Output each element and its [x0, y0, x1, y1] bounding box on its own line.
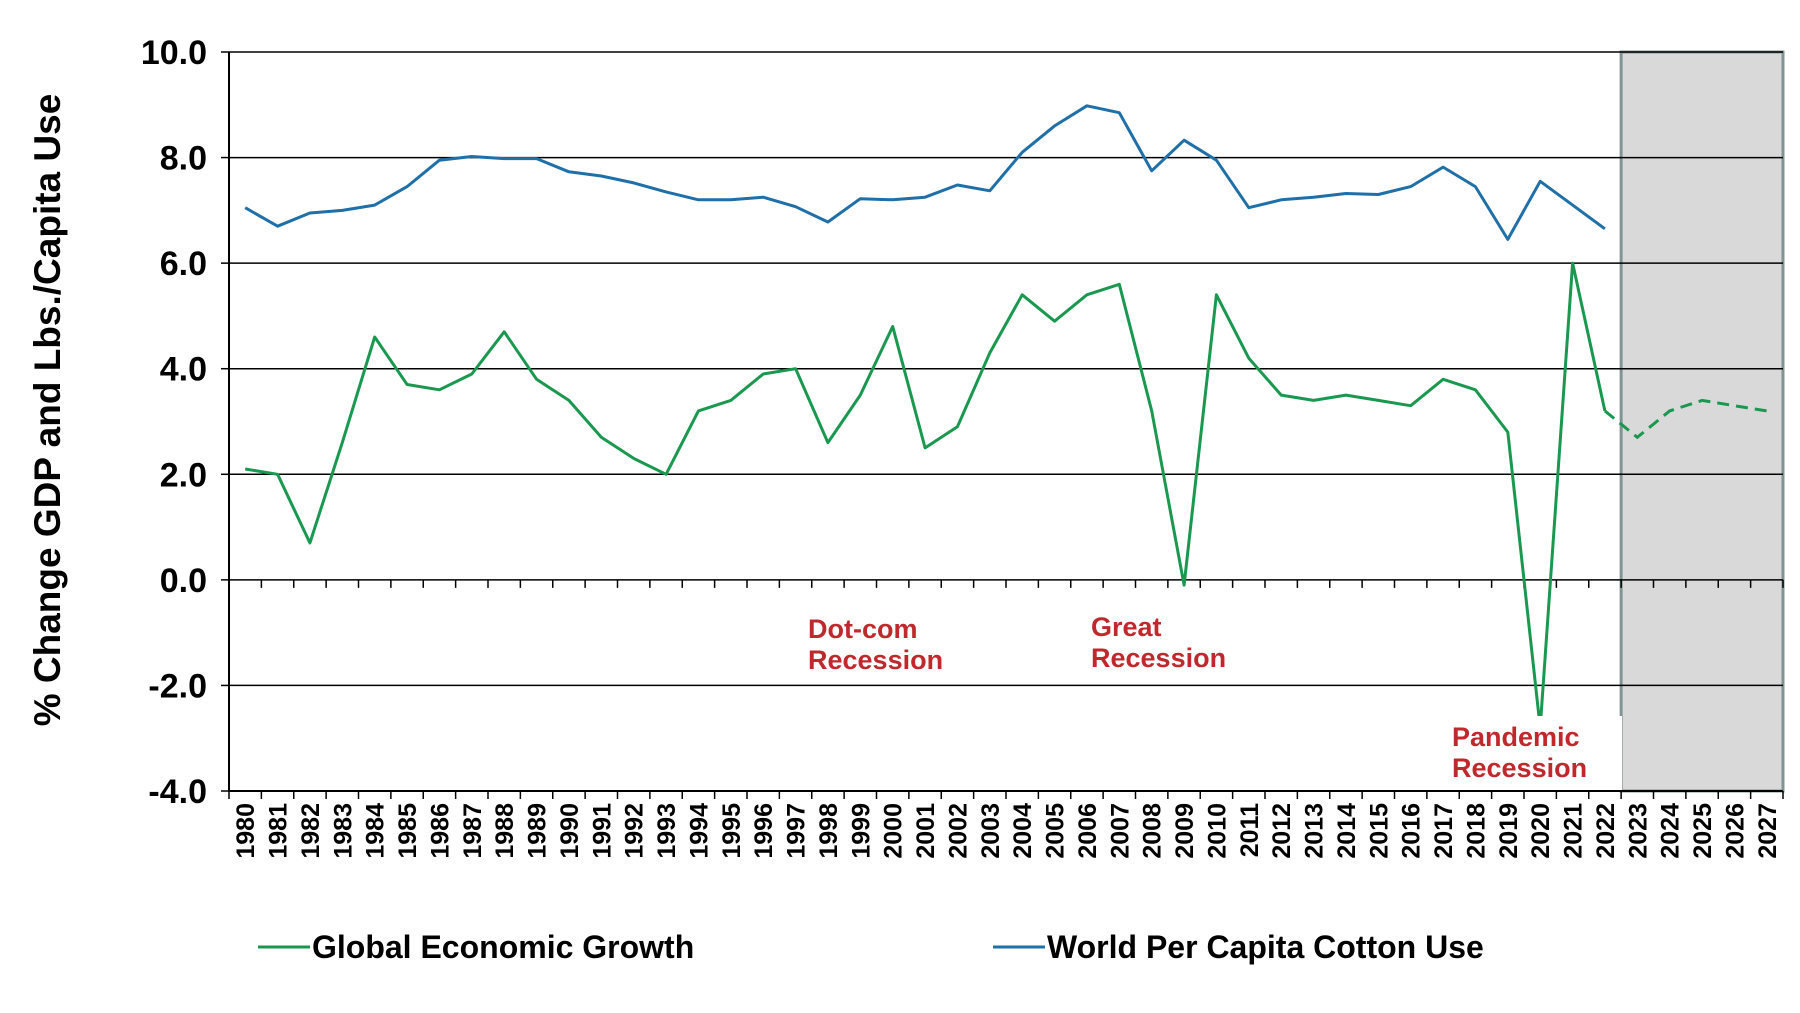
x-tick-label: 1993 — [653, 803, 681, 859]
x-tick-labels: 1980 1981 1982 1983 1984 1985 1986 1987 1988 1989… — [232, 803, 1782, 859]
x-tick-label: 1997 — [783, 803, 811, 859]
annotation-line1: Pandemic — [1452, 722, 1580, 752]
legend-label: World Per Capita Cotton Use — [1047, 929, 1484, 965]
x-tick-label: 1999 — [847, 803, 875, 859]
series-line-gdp-growth-projection — [1603, 398, 1768, 440]
x-tick-label: 1983 — [329, 803, 357, 859]
x-tick-label: 2015 — [1365, 803, 1393, 859]
x-tick-label: 2009 — [1171, 803, 1199, 859]
annotation-line2: Recession — [808, 645, 943, 675]
y-tick-label: 4.0 — [160, 351, 207, 389]
annotation-line1: Great — [1091, 612, 1162, 642]
x-tick-label: 1986 — [426, 803, 454, 859]
x-tick-label: 1995 — [718, 803, 746, 859]
y-tick-label: 0.0 — [160, 562, 207, 600]
x-tick-label: 2006 — [1074, 803, 1102, 859]
y-tick-label: -4.0 — [148, 773, 207, 811]
x-tick-label: 2011 — [1236, 803, 1264, 857]
x-tick-label: 2017 — [1430, 803, 1458, 859]
x-tick-label: 2021 — [1560, 803, 1588, 859]
x-tick-label: 2022 — [1592, 803, 1620, 859]
projection-shade-layer — [1619, 50, 1785, 793]
annotation-line2: Recession — [1091, 643, 1226, 673]
series-line-cotton-use — [244, 104, 1606, 241]
x-tick-label: 2026 — [1721, 803, 1749, 859]
axes — [221, 51, 1784, 799]
x-tick-label: 1988 — [491, 803, 519, 859]
series-line-gdp-growth — [244, 261, 1607, 730]
x-tick-label: 2000 — [880, 803, 908, 859]
x-tick-label: 2007 — [1106, 803, 1134, 859]
x-tick-label: 1991 — [588, 803, 616, 859]
x-tick-label: 2018 — [1462, 803, 1490, 859]
y-tick-label: 10.0 — [141, 34, 207, 72]
x-tick-label: 2012 — [1268, 803, 1296, 859]
x-tick-label: 2013 — [1301, 803, 1329, 859]
x-tick-label: 2002 — [944, 803, 972, 859]
y-tick-label: -2.0 — [148, 667, 207, 705]
y-tick-labels: -4.0 -2.0 0.0 2.0 4.0 6.0 8.0 10.0 — [141, 34, 207, 811]
legend: Global Economic Growth World Per Capita C… — [258, 929, 1484, 965]
annotation-line1: Dot-com — [808, 614, 918, 644]
x-tick-label: 1985 — [394, 803, 422, 859]
x-tick-label: 1981 — [265, 803, 293, 859]
x-tick-label: 1989 — [524, 803, 552, 859]
x-tick-label: 1982 — [297, 803, 325, 859]
x-tick-label: 1990 — [556, 803, 584, 859]
x-tick-label: 1994 — [685, 803, 713, 859]
legend-label: Global Economic Growth — [312, 929, 694, 965]
y-tick-label: 2.0 — [160, 456, 207, 494]
projection-region — [1619, 50, 1785, 793]
x-tick-label: 2019 — [1495, 803, 1523, 859]
x-tick-label: 1980 — [232, 803, 260, 859]
x-tick-label: 1992 — [621, 803, 649, 859]
series-lines — [244, 104, 1768, 730]
x-tick-label: 2020 — [1527, 803, 1555, 859]
x-tick-label: 1996 — [750, 803, 778, 859]
y-axis-label: % Change GDP and Lbs./Capita Use — [27, 94, 68, 727]
x-tick-label: 2014 — [1333, 803, 1361, 859]
x-tick-label: 1998 — [815, 803, 843, 859]
x-tick-label: 2005 — [1042, 803, 1070, 859]
x-tick-label: 2024 — [1657, 803, 1685, 859]
x-tick-label: 2027 — [1754, 803, 1782, 859]
annotations: Dot-comRecessionGreatRecessionPandemicRe… — [808, 612, 1622, 790]
x-tick-label: 2025 — [1689, 803, 1717, 859]
y-tick-label: 8.0 — [160, 140, 207, 178]
x-tick-label: 1984 — [362, 803, 390, 859]
x-tick-label: 2023 — [1624, 803, 1652, 859]
y-tick-label: 6.0 — [160, 245, 207, 283]
x-tick-label: 2008 — [1139, 803, 1167, 859]
x-tick-label: 2010 — [1203, 803, 1231, 859]
annotation-backdrop — [1444, 716, 1622, 790]
x-tick-label: 2004 — [1009, 803, 1037, 859]
x-tick-label: 2001 — [912, 803, 940, 859]
x-tick-label: 1987 — [459, 803, 487, 859]
x-tick-label: 2003 — [977, 803, 1005, 859]
annotation-line2: Recession — [1452, 753, 1587, 783]
x-tick-label: 2016 — [1398, 803, 1426, 859]
